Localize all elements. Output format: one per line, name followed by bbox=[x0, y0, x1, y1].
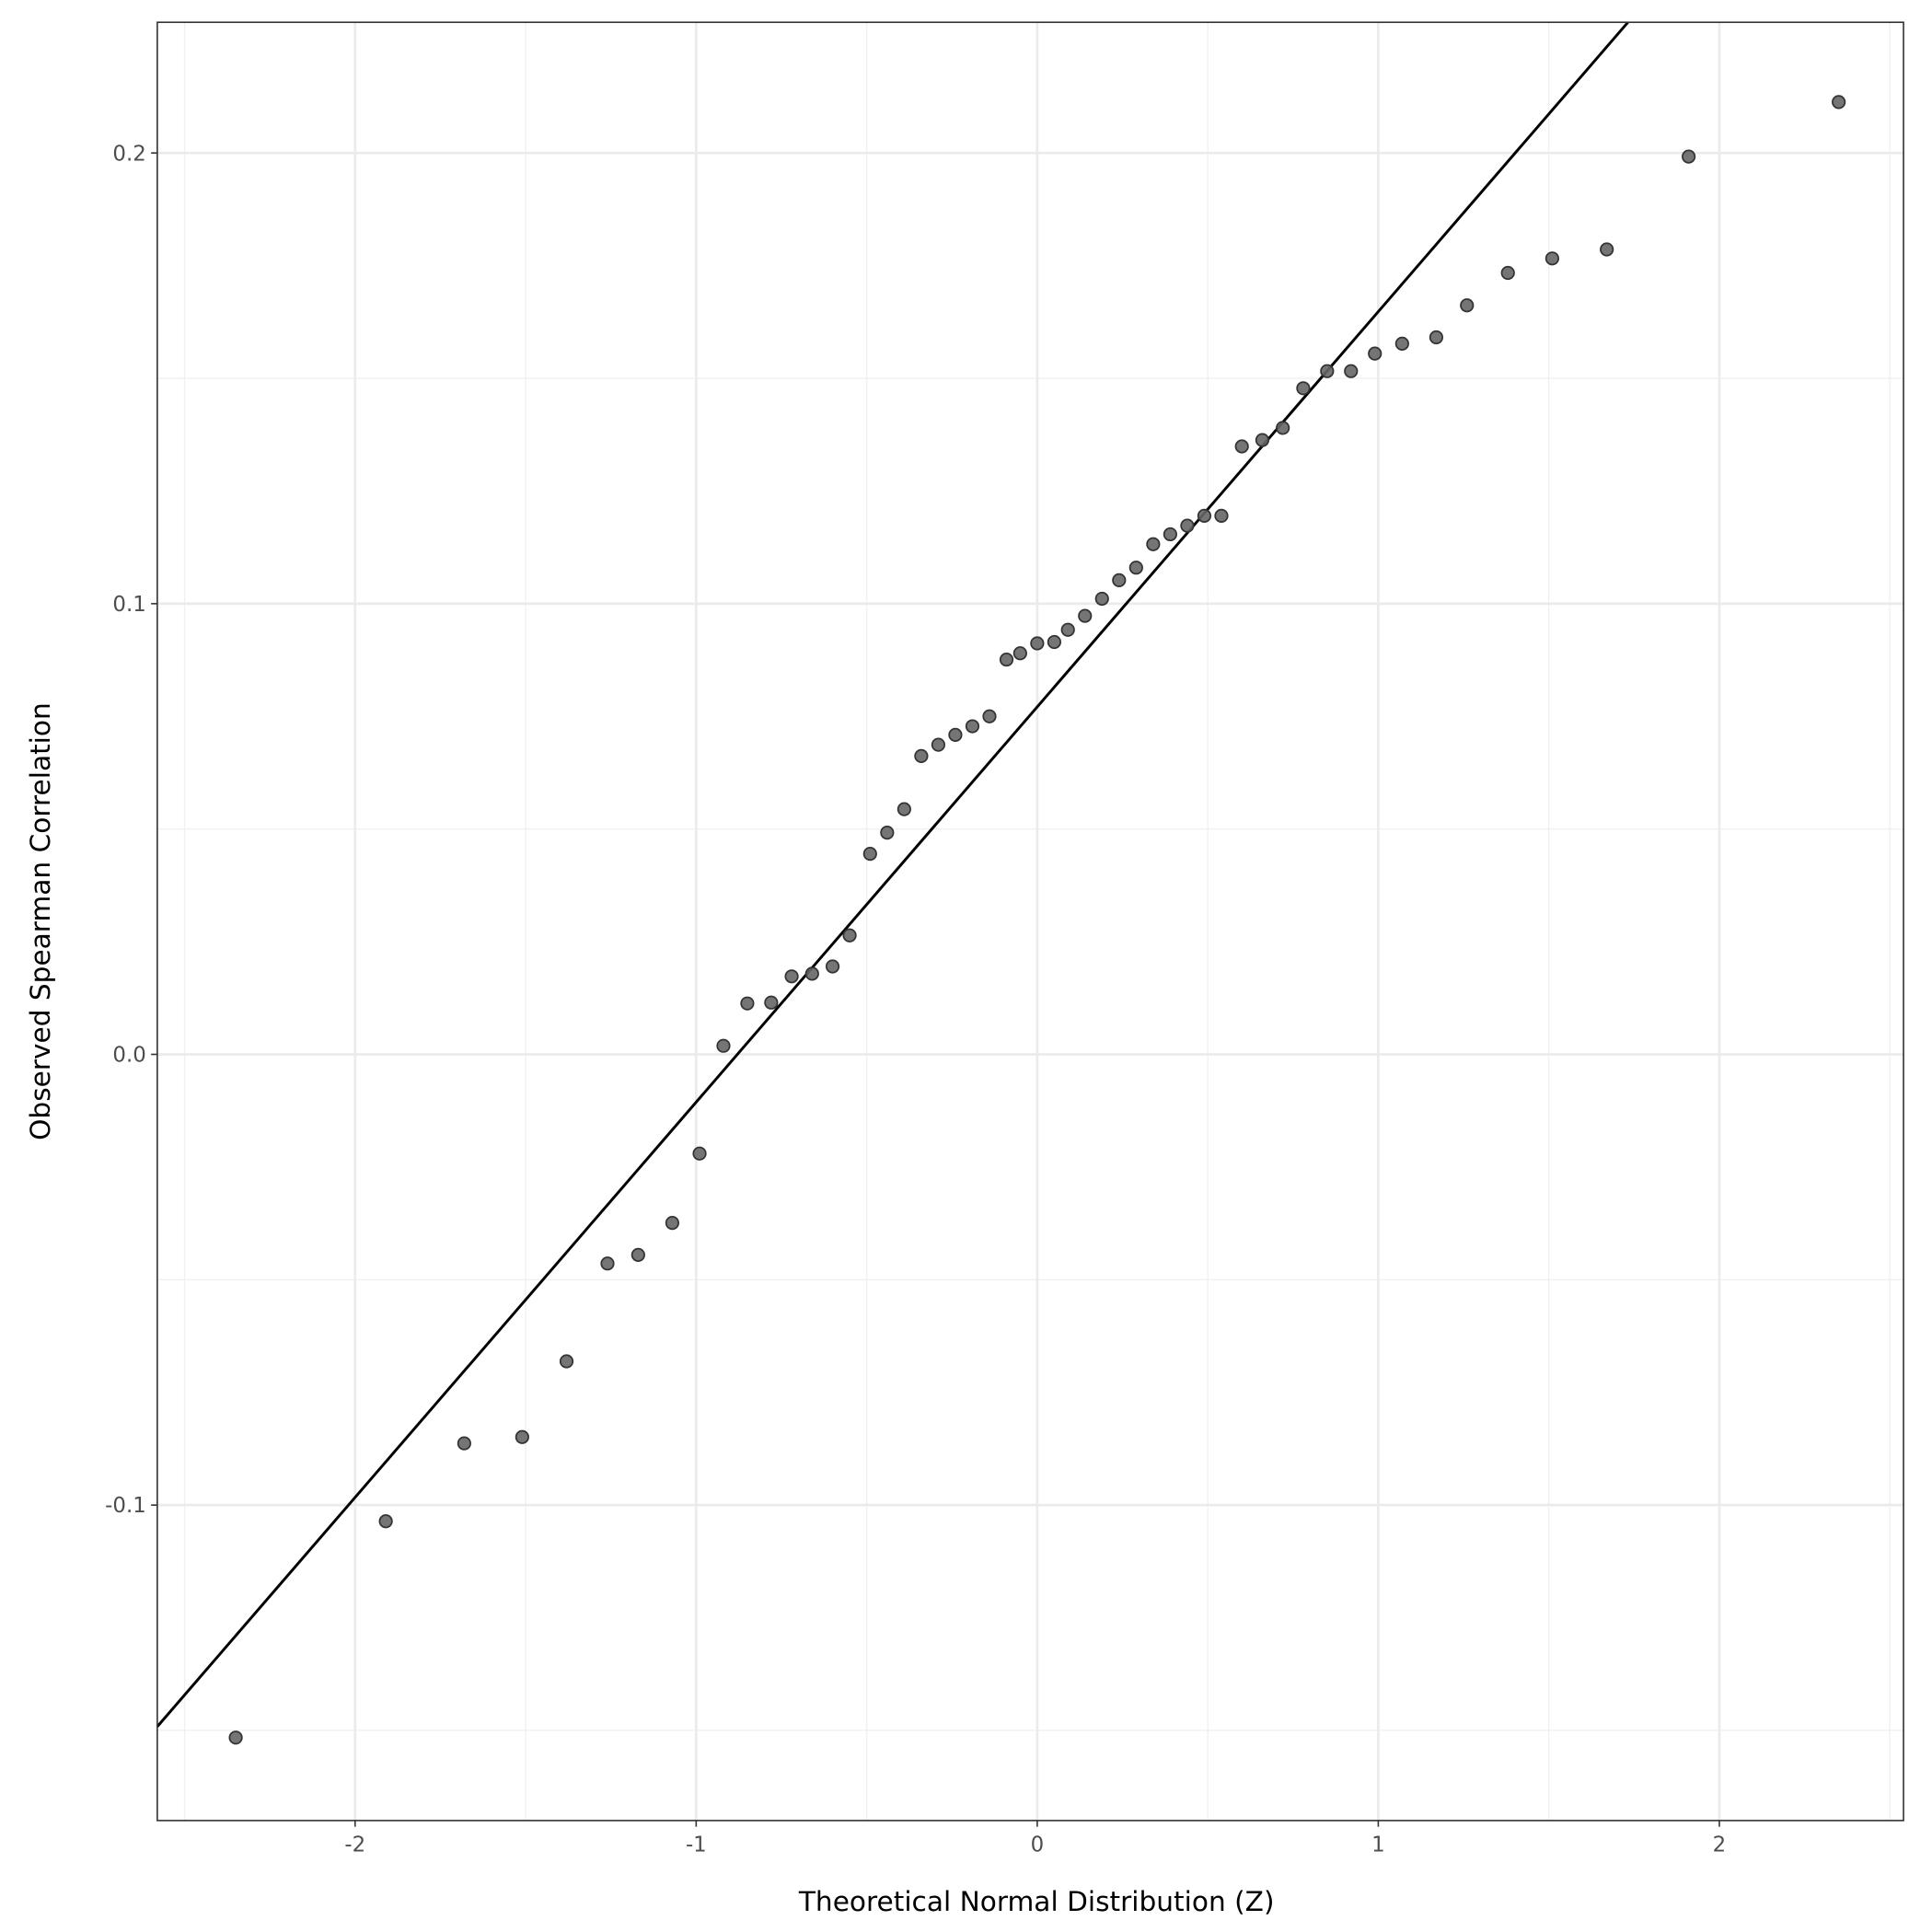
data-point bbox=[228, 1730, 243, 1745]
x-tick-label: -2 bbox=[344, 1834, 365, 1857]
y-axis-title: Observed Spearman Correlation bbox=[25, 702, 56, 1140]
data-point bbox=[999, 652, 1014, 667]
data-point bbox=[982, 709, 997, 723]
data-point bbox=[600, 1256, 615, 1271]
data-point bbox=[1112, 573, 1127, 588]
data-point bbox=[1296, 381, 1311, 396]
data-point bbox=[1544, 251, 1559, 266]
panel-border bbox=[156, 21, 1904, 1822]
data-point bbox=[931, 737, 946, 752]
data-point bbox=[784, 969, 799, 984]
data-point bbox=[1060, 622, 1075, 637]
x-tick-label: 1 bbox=[1371, 1834, 1385, 1857]
x-tick-label: 0 bbox=[1031, 1834, 1045, 1857]
data-point bbox=[1128, 561, 1143, 575]
data-point bbox=[880, 825, 895, 840]
reference-line bbox=[156, 21, 1629, 1728]
data-point bbox=[1394, 336, 1409, 351]
y-tick-label: 0.1 bbox=[112, 593, 145, 617]
data-point bbox=[1276, 421, 1290, 435]
data-point bbox=[1429, 330, 1444, 345]
data-point bbox=[1094, 591, 1109, 607]
data-point bbox=[692, 1146, 707, 1161]
data-point bbox=[716, 1038, 731, 1053]
data-point bbox=[1368, 346, 1382, 361]
reference-line-group bbox=[156, 21, 1629, 1728]
data-point bbox=[897, 802, 911, 816]
y-tick-label: -0.1 bbox=[105, 1494, 146, 1518]
data-point bbox=[378, 1514, 393, 1529]
data-point bbox=[1344, 364, 1359, 378]
data-point bbox=[862, 847, 877, 862]
data-point bbox=[1078, 608, 1093, 623]
data-point bbox=[965, 719, 980, 734]
data-point bbox=[740, 996, 755, 1011]
data-point bbox=[1146, 537, 1161, 551]
data-point bbox=[764, 995, 779, 1010]
data-point bbox=[1832, 95, 1846, 110]
grid bbox=[156, 22, 1904, 1821]
ticks: -2 -1 0 1 2 -0.1 0.0 0.1 0.2 bbox=[105, 142, 1726, 1857]
data-point bbox=[1030, 636, 1045, 651]
data-point bbox=[1012, 646, 1027, 661]
x-tick-label: -1 bbox=[686, 1834, 707, 1857]
data-point bbox=[1255, 433, 1270, 447]
data-point bbox=[457, 1436, 471, 1451]
data-point bbox=[1197, 508, 1212, 523]
data-point bbox=[1320, 364, 1335, 378]
data-point bbox=[914, 748, 929, 763]
data-point bbox=[1047, 634, 1062, 650]
points bbox=[228, 95, 1846, 1745]
data-point bbox=[1500, 265, 1515, 281]
data-point bbox=[804, 966, 819, 981]
data-point bbox=[665, 1216, 680, 1231]
data-point bbox=[1682, 149, 1696, 164]
data-point bbox=[1600, 242, 1614, 257]
data-point bbox=[1180, 518, 1195, 533]
data-point bbox=[631, 1247, 645, 1263]
data-point bbox=[1234, 439, 1249, 454]
x-axis-title: Theoretical Normal Distribution (Z) bbox=[798, 1886, 1275, 1917]
data-point bbox=[1460, 298, 1475, 313]
y-tick-label: 0.0 bbox=[112, 1044, 145, 1068]
data-point bbox=[515, 1429, 529, 1444]
data-point bbox=[1163, 526, 1177, 542]
data-point bbox=[559, 1354, 574, 1369]
data-point bbox=[1214, 508, 1229, 523]
data-point bbox=[948, 727, 963, 742]
x-tick-label: 2 bbox=[1713, 1834, 1727, 1857]
y-tick-label: 0.2 bbox=[112, 142, 145, 166]
data-point bbox=[825, 959, 840, 974]
data-point bbox=[842, 928, 857, 943]
